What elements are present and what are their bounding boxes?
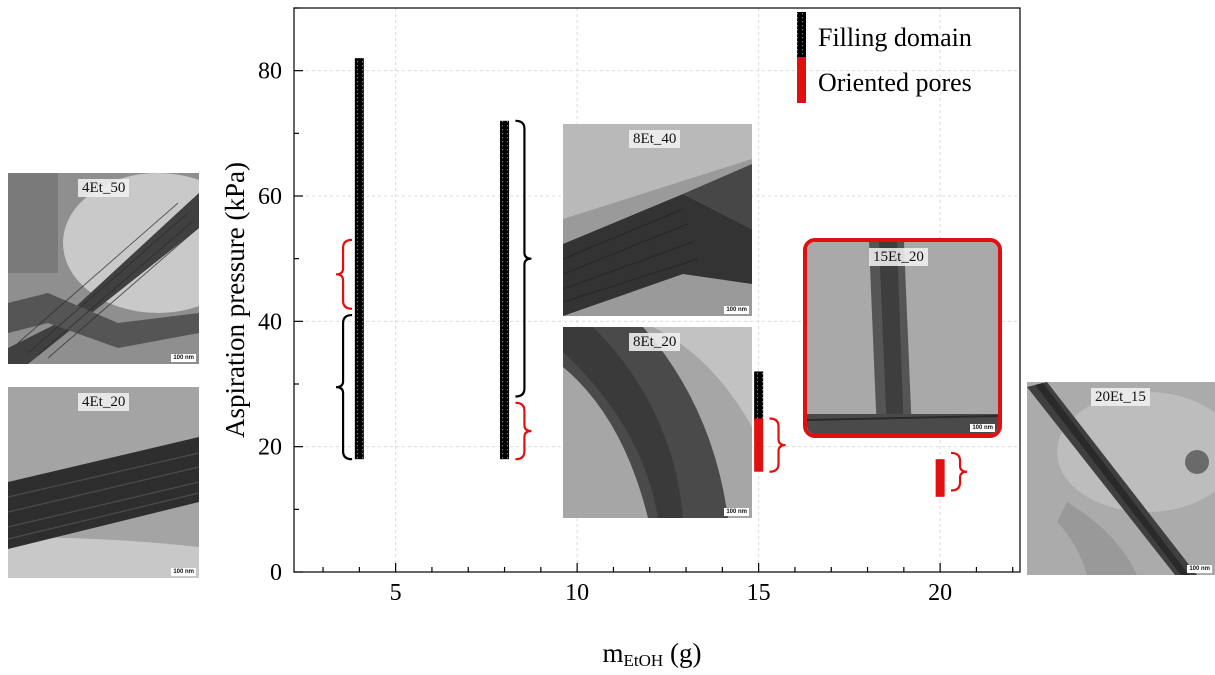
ticks: 5 10 15 20 0 20 40 60 80 [258, 7, 1014, 606]
tem-label: 4Et_20 [78, 393, 130, 411]
y-tick-label: 0 [270, 560, 282, 586]
legend-label: Oriented pores [818, 68, 972, 97]
tem-micrograph [807, 242, 998, 434]
tem-label: 8Et_40 [629, 130, 681, 148]
tem-image-8et-20: 8Et_20 100 nm [563, 327, 752, 518]
tem-micrograph [563, 124, 752, 316]
range-brace [769, 417, 786, 473]
tem-micrograph [1027, 382, 1215, 575]
axes [293, 7, 1021, 573]
range-bars [354, 58, 945, 497]
range-brace [336, 313, 353, 461]
scale-bar-label: 100 nm [1187, 565, 1212, 573]
range-brace [515, 119, 532, 398]
scale-bar-label: 100 nm [724, 306, 749, 314]
tem-image-4et-20: 4Et_20 100 nm [8, 387, 199, 578]
plot-frame [293, 7, 1021, 573]
filling-domain-bar [500, 120, 510, 460]
scale-bar-label: 100 nm [171, 568, 196, 576]
legend-swatch [797, 12, 806, 58]
scale-bar-label: 100 nm [970, 424, 995, 432]
range-brace [336, 238, 353, 310]
range-brace [950, 451, 968, 492]
filling-domain-bar [354, 58, 364, 460]
y-tick-label: 20 [258, 435, 282, 461]
legend-label: Filling domain [818, 23, 972, 52]
tem-label: 15Et_20 [869, 248, 928, 266]
tem-micrograph [8, 387, 199, 578]
y-tick-label: 60 [258, 184, 282, 210]
tem-image-15et-20: 15Et_20 100 nm [803, 238, 1002, 438]
legend: Filling domain Oriented pores [797, 12, 972, 103]
range-brace [515, 401, 532, 461]
tem-image-4et-50: 4Et_50 100 nm [8, 173, 199, 364]
legend-swatch [797, 57, 806, 103]
tem-label: 20Et_15 [1091, 388, 1150, 406]
y-tick-label: 80 [258, 59, 282, 85]
tem-micrograph [8, 173, 199, 364]
braces [336, 119, 968, 492]
scale-bar-label: 100 nm [171, 354, 196, 362]
y-axis-label: Aspiration pressure (kPa) [220, 162, 250, 438]
x-tick-label: 15 [747, 580, 771, 606]
x-tick-label: 10 [565, 580, 589, 606]
y-tick-label: 40 [258, 309, 282, 335]
tem-label: 8Et_20 [629, 333, 681, 351]
scale-bar-label: 100 nm [724, 508, 749, 516]
x-tick-label: 20 [928, 580, 952, 606]
tem-micrograph [563, 327, 752, 518]
filling-domain-bar [754, 371, 764, 422]
tem-image-8et-40: 8Et_40 100 nm [563, 124, 752, 316]
tem-image-20et-15: 20Et_15 100 nm [1027, 382, 1215, 575]
oriented-pores-bar [754, 418, 764, 472]
tem-label: 4Et_50 [78, 179, 130, 197]
x-axis-label: mEtOH (g) [603, 638, 702, 670]
x-tick-label: 5 [390, 580, 402, 606]
oriented-pores-bar [935, 459, 945, 497]
